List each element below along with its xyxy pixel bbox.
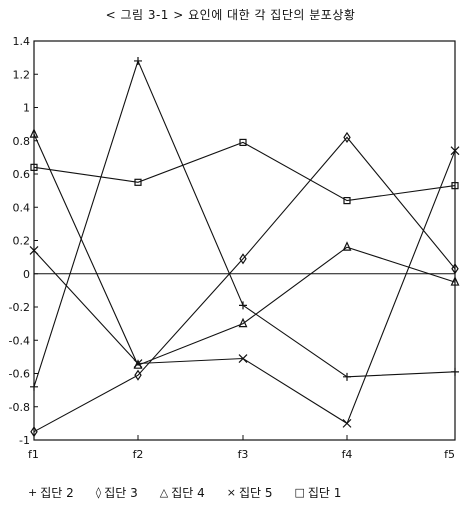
series-line [33,141,456,202]
data-point-triangle [29,128,39,138]
legend-item: × 집단 5 [227,484,273,501]
y-tick-label: -0.4 [9,334,30,347]
data-point-diamond [30,426,38,438]
data-point-x [342,418,352,428]
data-point-x [238,354,248,363]
y-tick-label: 0.6 [13,168,31,181]
data-point-x [450,146,460,156]
data-point-diamond [134,369,142,381]
data-point-x [29,246,39,255]
data-point-square [451,182,459,190]
x-tick-label: f3 [238,448,249,461]
data-point-square [134,178,142,186]
series-1 [30,56,459,391]
legend-item: ◊ 집단 3 [96,484,138,501]
y-tick-label: -0.6 [9,368,30,381]
series-group [29,56,460,438]
series-line [33,136,456,433]
legend-label: 집단 1 [307,486,342,500]
x-tick-label: f5 [444,448,455,461]
data-point-plus [134,56,142,65]
data-point-square [30,163,38,171]
y-tick-label: 0.4 [13,201,31,214]
legend-item: △ 집단 4 [160,484,205,501]
legend-label: 집단 3 [104,486,138,500]
legend-label: 집단 4 [171,486,205,500]
legend-symbol-plus-icon: + [28,486,38,499]
data-point-diamond [451,263,459,275]
y-tick-label: 0 [23,268,30,281]
data-point-plus [451,367,459,376]
legend-item: + 집단 2 [28,484,74,501]
y-tick-label: 1.2 [13,68,31,81]
x-tick-label: f4 [342,448,353,461]
y-tick-label: -0.8 [9,401,30,414]
series-line [33,133,456,366]
data-point-plus [343,372,351,381]
series-5 [30,138,459,205]
data-point-triangle [450,276,460,286]
data-point-x [133,359,143,368]
data-point-plus [239,301,247,310]
data-point-triangle [342,241,352,251]
legend-symbol-x-icon: × [226,486,236,499]
legend-label: 집단 5 [238,486,273,500]
legend-symbol-square-icon: □ [294,486,305,499]
x-tick-label: f2 [133,448,144,461]
data-point-diamond [239,253,247,265]
plot-frame [33,40,456,441]
series-line [33,59,456,387]
legend-item: □ 집단 1 [294,484,341,501]
y-tick-label: 0.2 [13,235,31,248]
legend-label: 집단 2 [40,486,74,500]
y-tick-label: -0.2 [9,301,30,314]
data-point-triangle [238,317,248,328]
series-2 [30,131,459,438]
data-point-square [239,138,247,147]
x-tick-label: f1 [28,448,39,461]
data-point-square [343,197,351,205]
y-tick-label: 0.8 [13,135,31,148]
line-chart: 1.4 1.2 1 0.8 0.6 0.4 0.2 0 -0.2 -0.4 -0.6 -0.8 -1f1… [9,35,460,461]
series-4 [29,146,460,428]
series-3 [29,128,460,369]
y-tick-label: 1.4 [13,35,31,48]
axes: 1.4 1.2 1 0.8 0.6 0.4 0.2 0 -0.2 -0.4 -0.6 -0.8 -1f1… [9,35,456,461]
data-point-plus [30,382,38,391]
chart-title: < 그림 3-1 > 요인에 대한 각 집단의 분포상황 [105,8,356,22]
legend-symbol-diamond-icon: ◊ [95,486,102,499]
y-tick-label: -1 [19,434,30,447]
legend: + 집단 2 ◊ 집단 3 △ 집단 4 × 집단 5 □ 집단 1 [28,484,448,501]
legend-symbol-triangle-icon: △ [159,486,169,499]
y-tick-label: 1 [23,102,30,115]
data-point-diamond [343,131,351,144]
